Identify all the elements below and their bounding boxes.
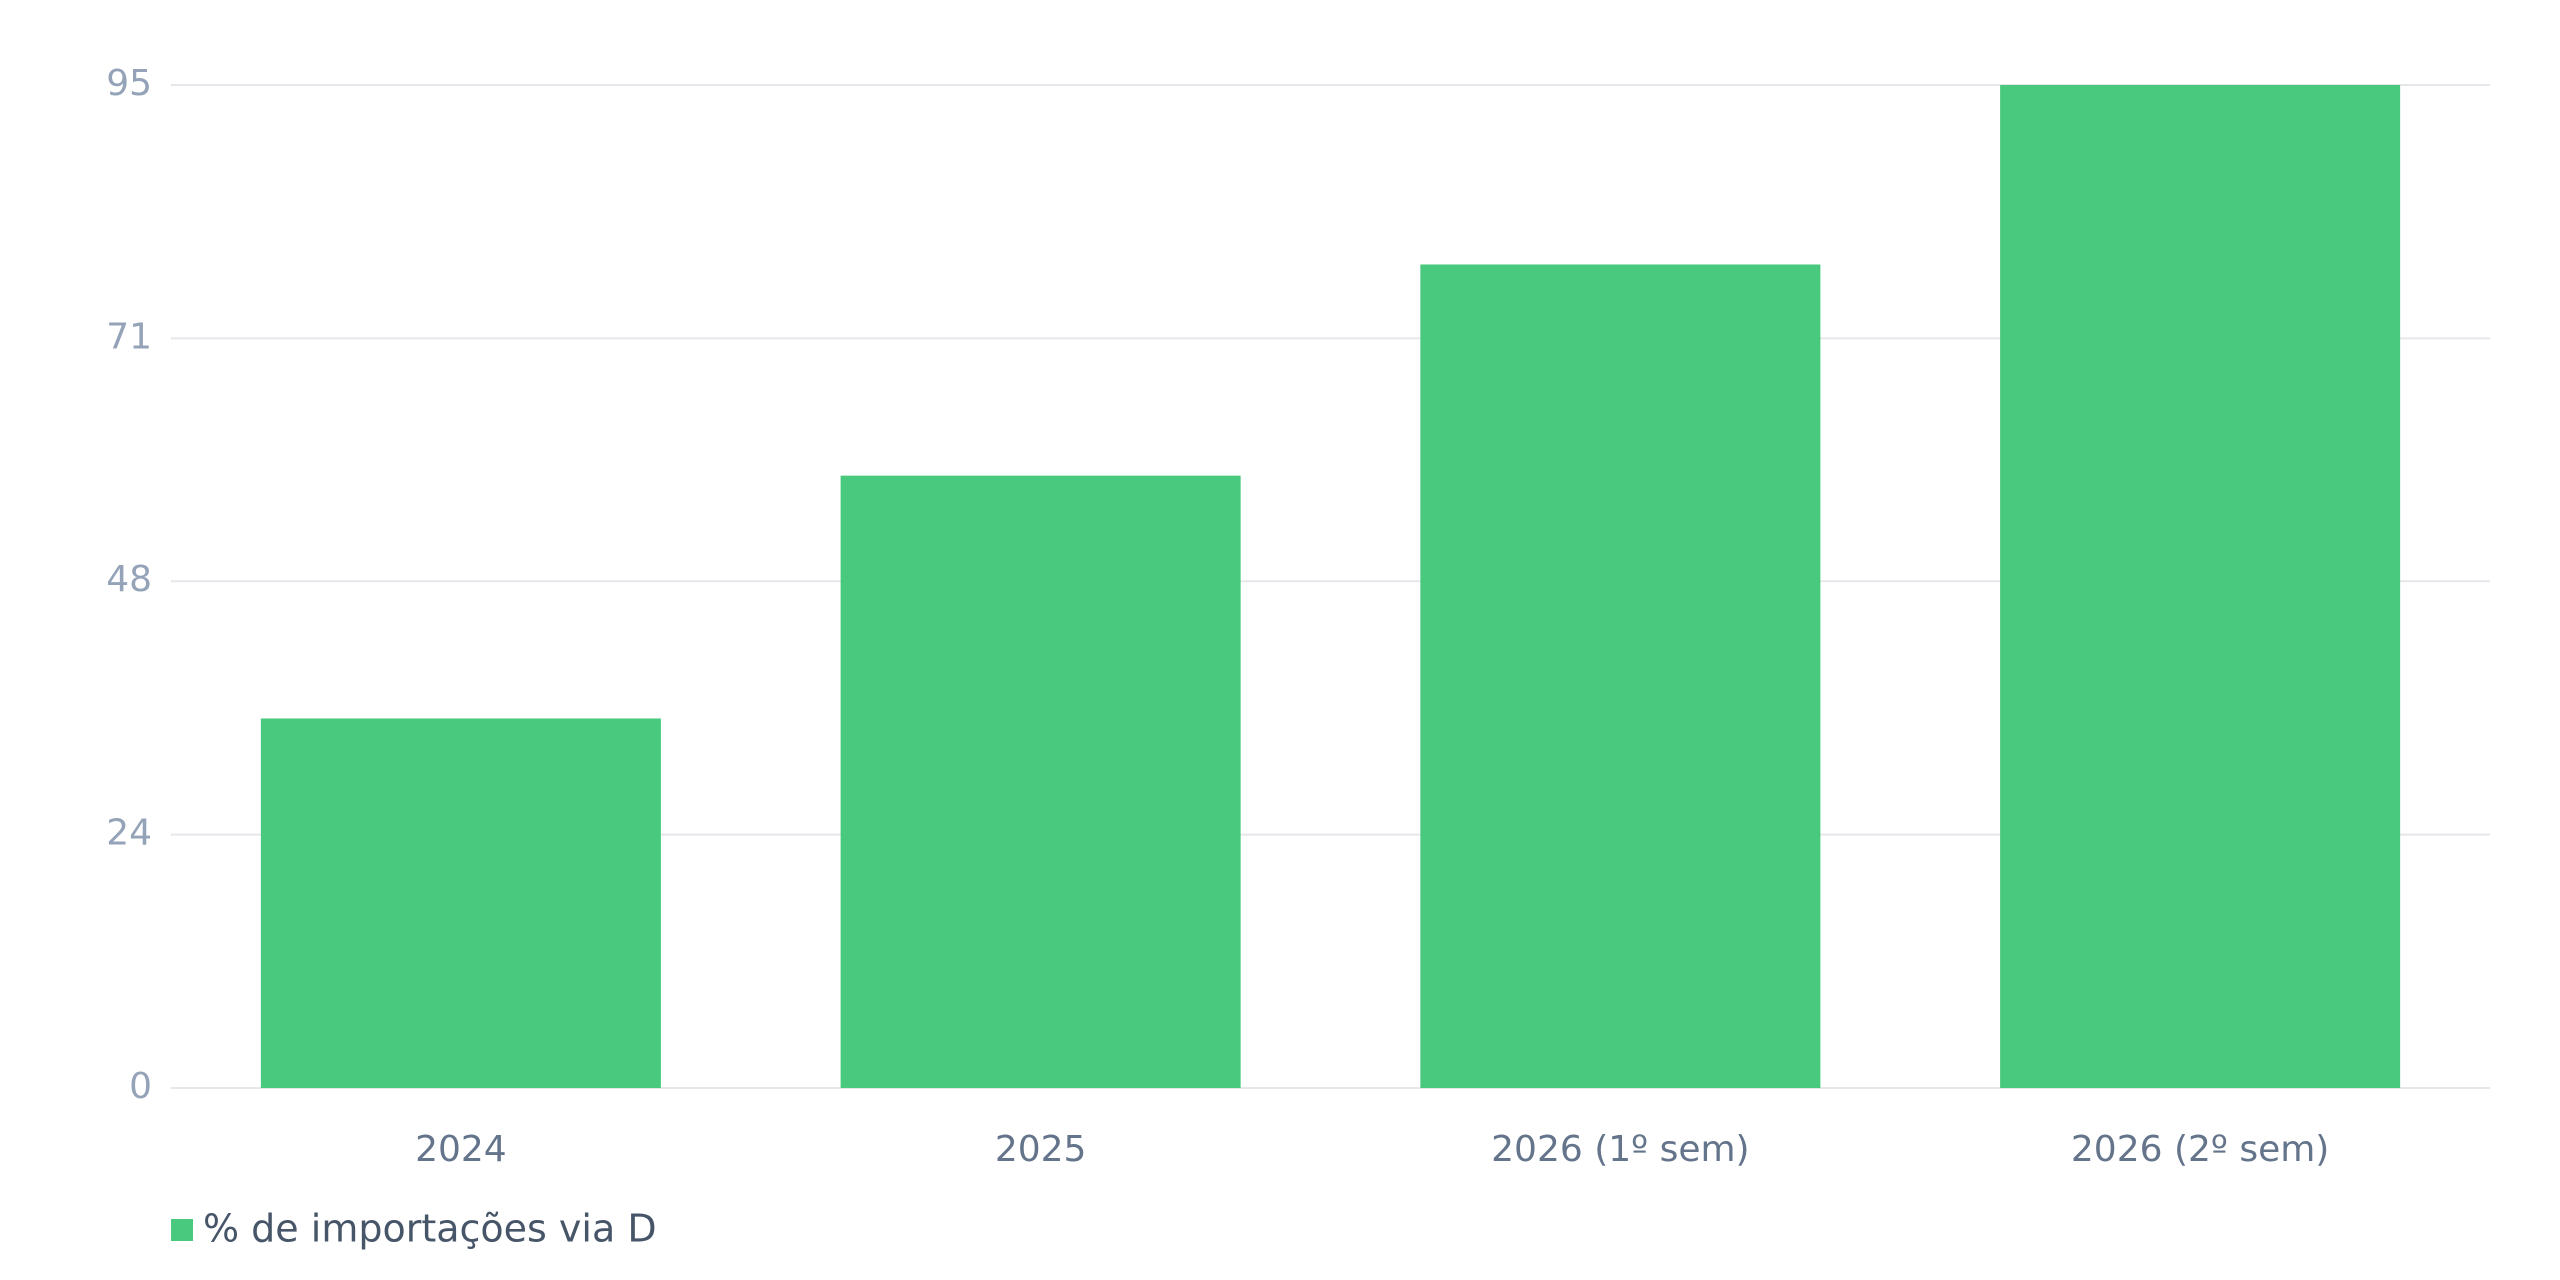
bar [260, 718, 661, 1088]
legend-swatch [171, 1219, 193, 1241]
y-tick-label: 71 [106, 316, 152, 357]
bar [1420, 264, 1821, 1088]
x-tick-label: 2026 (1º sem) [1491, 1129, 1749, 1170]
legend-label: % de importações via D [203, 1207, 657, 1251]
y-tick-label: 24 [106, 813, 152, 854]
bar [840, 475, 1241, 1089]
y-tick-label: 48 [106, 559, 152, 600]
y-tick-label: 95 [106, 63, 152, 104]
y-tick-label: 0 [129, 1066, 152, 1107]
x-tick-label: 2026 (2º sem) [2071, 1129, 2329, 1170]
bar [2000, 85, 2401, 1088]
x-tick-label: 2025 [995, 1129, 1087, 1170]
x-tick-label: 2024 [415, 1129, 507, 1170]
